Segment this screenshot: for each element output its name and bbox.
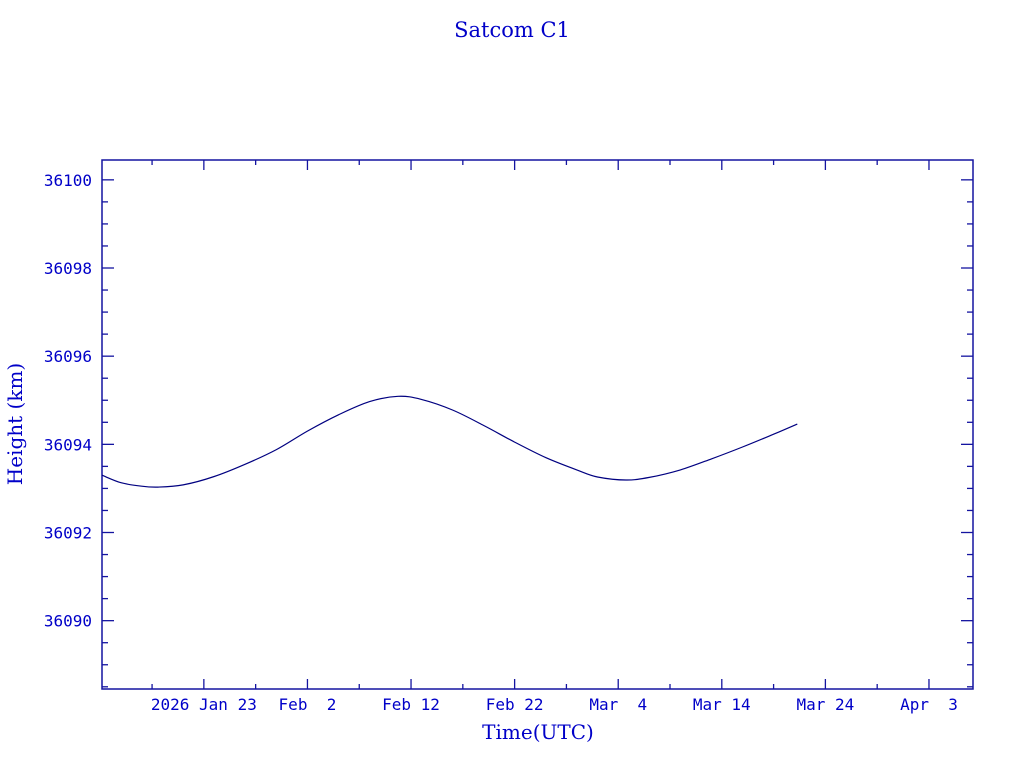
x-tick-label: Mar 14	[693, 695, 751, 714]
chart-title: Satcom C1	[454, 18, 570, 42]
x-axis-label: Time(UTC)	[482, 720, 594, 744]
y-axis-label: Height (km)	[3, 363, 27, 485]
x-tick-label: Feb 22	[486, 695, 544, 714]
y-tick-label: 36098	[44, 259, 92, 278]
tick-labels: 2026 Jan 23 Feb 2 Feb 12 Feb 22 Mar 4 Mar 14 M…	[44, 171, 958, 714]
y-tick-label: 36092	[44, 524, 92, 543]
y-tick-label: 36096	[44, 347, 92, 366]
series-line	[101, 395, 798, 488]
x-tick-label: 2026 Jan 23	[151, 695, 257, 714]
x-tick-label: Apr 3	[900, 695, 958, 714]
y-tick-label: 36090	[44, 612, 92, 631]
x-tick-label: Feb 2	[279, 695, 337, 714]
x-tick-label: Feb 12	[382, 695, 440, 714]
x-tick-label: Mar 24	[796, 695, 854, 714]
x-tick-label: Mar 4	[589, 695, 647, 714]
y-tick-label: 36100	[44, 171, 92, 190]
y-tick-label: 36094	[44, 435, 92, 454]
plot-frame	[101, 159, 974, 690]
ticks	[102, 160, 973, 689]
